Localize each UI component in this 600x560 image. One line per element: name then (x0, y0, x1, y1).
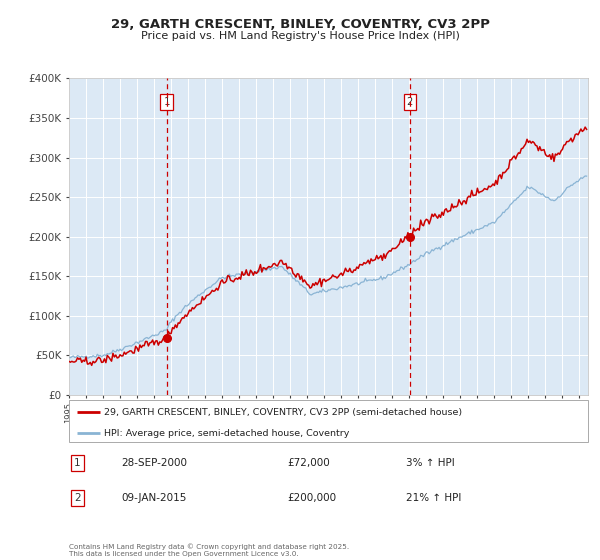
Text: 29, GARTH CRESCENT, BINLEY, COVENTRY, CV3 2PP (semi-detached house): 29, GARTH CRESCENT, BINLEY, COVENTRY, CV… (104, 408, 463, 417)
Text: Contains HM Land Registry data © Crown copyright and database right 2025.
This d: Contains HM Land Registry data © Crown c… (69, 544, 349, 557)
Text: 3% ↑ HPI: 3% ↑ HPI (406, 459, 455, 468)
Text: 1: 1 (74, 459, 81, 468)
Text: £200,000: £200,000 (287, 493, 336, 503)
Text: 09-JAN-2015: 09-JAN-2015 (121, 493, 186, 503)
Text: 21% ↑ HPI: 21% ↑ HPI (406, 493, 462, 503)
Text: 2: 2 (407, 97, 413, 107)
Text: 28-SEP-2000: 28-SEP-2000 (121, 459, 187, 468)
Text: 2: 2 (74, 493, 81, 503)
Text: HPI: Average price, semi-detached house, Coventry: HPI: Average price, semi-detached house,… (104, 428, 350, 438)
Text: £72,000: £72,000 (287, 459, 330, 468)
Text: 1: 1 (164, 97, 170, 107)
FancyBboxPatch shape (69, 400, 588, 442)
Text: Price paid vs. HM Land Registry's House Price Index (HPI): Price paid vs. HM Land Registry's House … (140, 31, 460, 41)
Text: 29, GARTH CRESCENT, BINLEY, COVENTRY, CV3 2PP: 29, GARTH CRESCENT, BINLEY, COVENTRY, CV… (110, 18, 490, 31)
